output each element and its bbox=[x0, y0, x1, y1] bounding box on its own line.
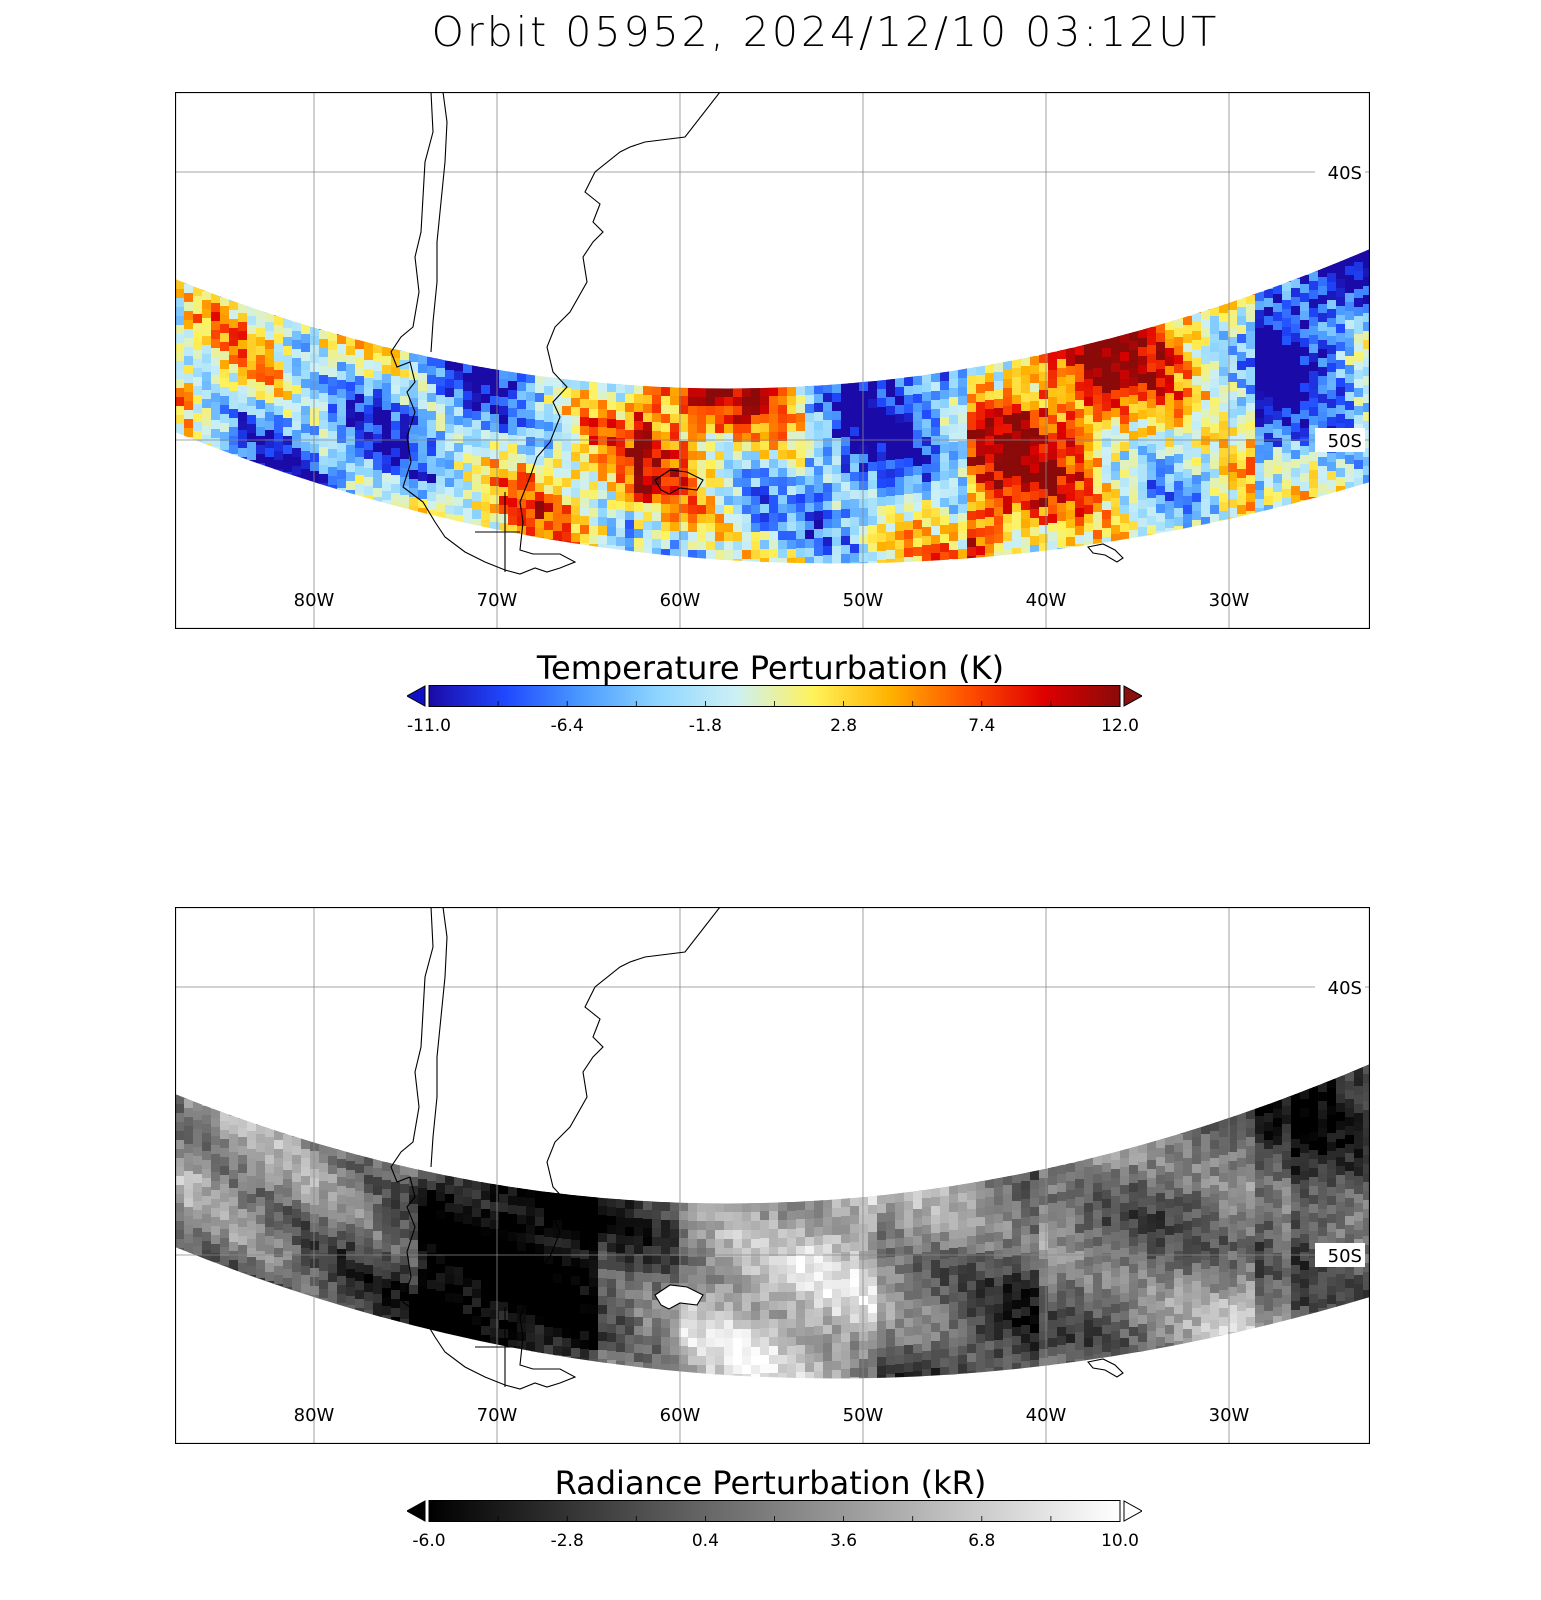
falkland-islands-outline bbox=[654, 469, 704, 495]
temperature-colorbar: -11.0 -6.4 -1.8 2.8 7.4 12.0 bbox=[407, 685, 1142, 736]
longitude-label: 80W bbox=[294, 1405, 335, 1426]
falkland-islands-outline bbox=[654, 1284, 704, 1310]
longitude-label: 50W bbox=[843, 1405, 884, 1426]
temperature-colorbar-title: Temperature Perturbation (K) bbox=[536, 649, 1005, 687]
longitude-label: 50W bbox=[843, 590, 884, 611]
figure-title: Orbit 05952, 2024/12/10 03:12UT bbox=[431, 8, 1220, 56]
temperature-map-panel: 80W 70W 60W 50W 40W 30W 40S 50S bbox=[175, 92, 1370, 629]
latitude-label: 40S bbox=[1328, 163, 1362, 184]
colorbar-tick-label: -1.8 bbox=[688, 716, 722, 736]
radiance-map-panel: 80W 70W 60W 50W 40W 30W 40S 50S bbox=[175, 907, 1370, 1444]
colorbar-tick-label: 7.4 bbox=[968, 716, 996, 736]
colorbar-tick-label: 6.8 bbox=[968, 1531, 996, 1551]
graticule bbox=[175, 907, 1370, 1444]
longitude-label: 80W bbox=[294, 590, 335, 611]
swath-field bbox=[175, 1064, 1370, 1379]
longitude-label: 40W bbox=[1026, 1405, 1067, 1426]
map-frame bbox=[175, 92, 1370, 629]
radiance-map: 80W 70W 60W 50W 40W 30W 40S 50S bbox=[175, 907, 1370, 1444]
colorbar-tick-label: -2.8 bbox=[550, 1531, 584, 1551]
colorbar-tick-label: 0.4 bbox=[691, 1531, 719, 1551]
radiance-colorbar-title: Radiance Perturbation (kR) bbox=[554, 1464, 987, 1502]
tierra-del-fuego-border bbox=[475, 492, 520, 572]
south-america-coastline bbox=[390, 92, 721, 575]
colorbar-under-arrow bbox=[407, 1500, 426, 1522]
colorbar-under-arrow bbox=[407, 685, 426, 707]
latitude-label: 50S bbox=[1328, 1246, 1362, 1267]
colorbar-tick-label: 3.6 bbox=[830, 1531, 858, 1551]
longitude-label: 70W bbox=[477, 590, 518, 611]
longitude-label: 30W bbox=[1209, 1405, 1250, 1426]
graticule bbox=[175, 92, 1370, 629]
andes-border-line bbox=[430, 907, 448, 1168]
coastlines bbox=[390, 92, 1124, 575]
longitude-label: 60W bbox=[660, 1405, 701, 1426]
colorbar-tick-label: -6.4 bbox=[550, 716, 584, 736]
south-america-coastline bbox=[390, 907, 721, 1390]
longitude-label: 70W bbox=[477, 1405, 518, 1426]
temperature-map: 80W 70W 60W 50W 40W 30W 40S 50S bbox=[175, 92, 1370, 629]
swath-field bbox=[175, 249, 1370, 564]
longitude-label: 60W bbox=[660, 590, 701, 611]
colorbar-tick-label: -11.0 bbox=[407, 716, 451, 736]
latitude-label: 40S bbox=[1328, 978, 1362, 999]
colorbar-over-arrow bbox=[1123, 1500, 1142, 1522]
latitude-label: 50S bbox=[1328, 431, 1362, 452]
colorbar-tick-label: 10.0 bbox=[1101, 1531, 1139, 1551]
tierra-del-fuego-border bbox=[475, 1307, 520, 1387]
south-georgia-outline bbox=[1086, 543, 1124, 563]
andes-border-line bbox=[430, 92, 448, 353]
map-frame bbox=[175, 907, 1370, 1444]
colorbar-tick-label: -6.0 bbox=[412, 1531, 446, 1551]
longitude-label: 40W bbox=[1026, 590, 1067, 611]
colorbar-tick-label: 2.8 bbox=[830, 716, 858, 736]
colorbar-tick-label: 12.0 bbox=[1101, 716, 1139, 736]
colorbar-over-arrow bbox=[1123, 685, 1142, 707]
south-georgia-outline bbox=[1086, 1358, 1124, 1378]
coastlines bbox=[390, 907, 1124, 1390]
radiance-colorbar: -6.0 -2.8 0.4 3.6 6.8 10.0 bbox=[407, 1500, 1142, 1551]
longitude-label: 30W bbox=[1209, 590, 1250, 611]
